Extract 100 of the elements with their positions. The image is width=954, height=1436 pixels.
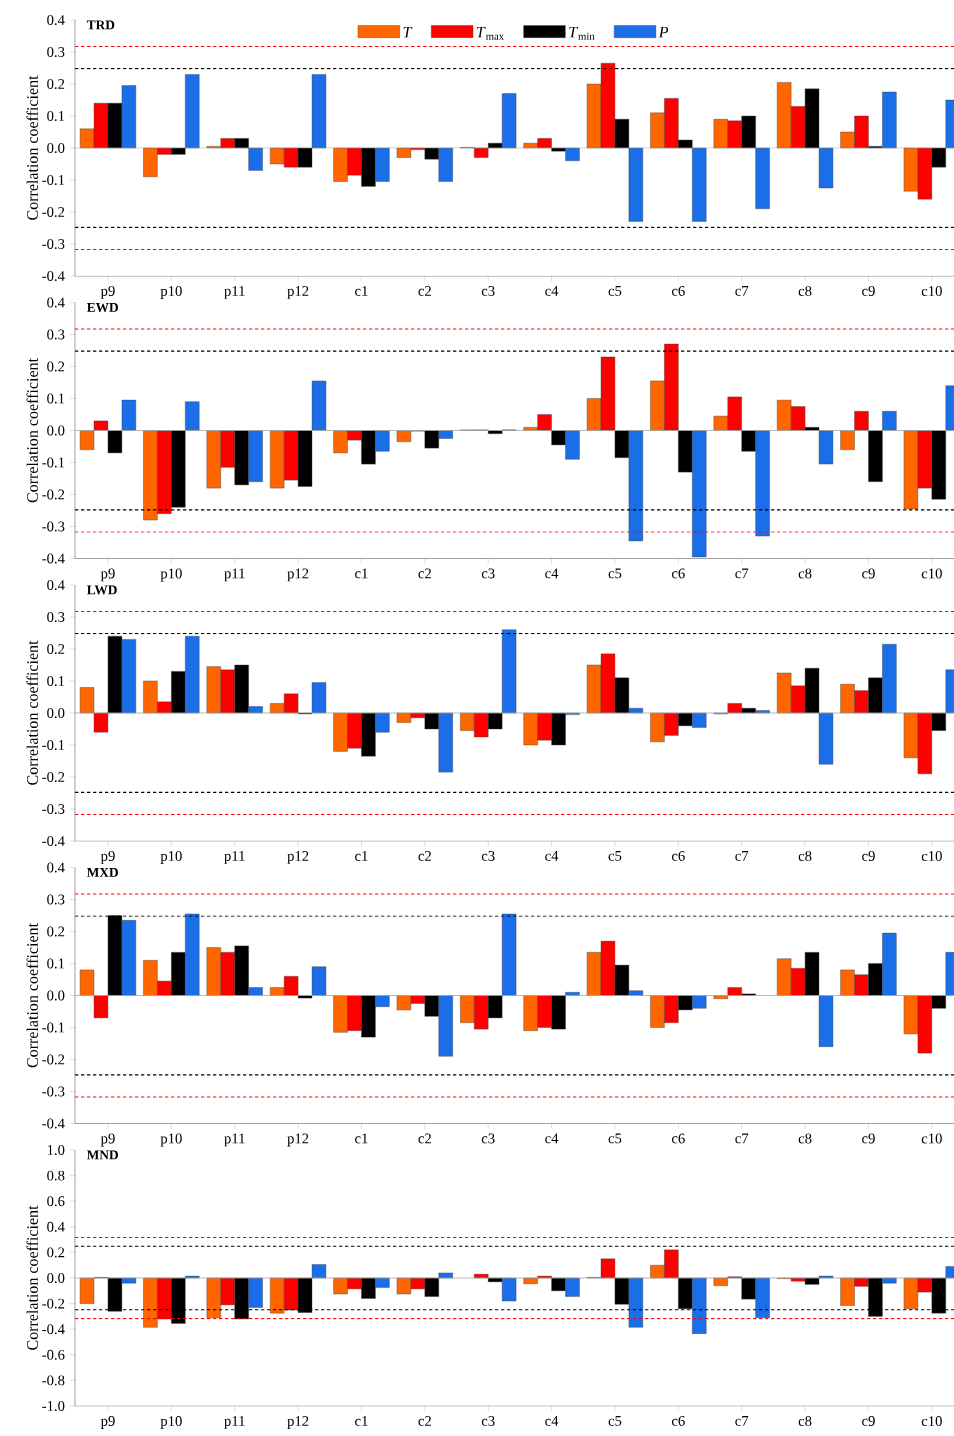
x-tick-label: c1 [354, 286, 368, 296]
x-tick-label: c1 [354, 1133, 368, 1144]
x-tick-label: c4 [545, 851, 559, 861]
x-tick-label: c1 [354, 851, 368, 861]
x-tick-label: c8 [798, 1133, 812, 1144]
legend-label: T$_{min}$ [569, 26, 595, 40]
y-tick-label: 0.2 [47, 926, 65, 937]
y-tick-label: 0.1 [47, 958, 64, 969]
y-tick-label: 0.0 [47, 990, 65, 1001]
x-tick-label: c3 [481, 1416, 495, 1426]
y-tick-label: 0.6 [47, 1196, 65, 1207]
x-tick-label: c5 [608, 1416, 622, 1426]
x-tick-label: p10 [160, 1133, 182, 1147]
y-tick-label: 0.3 [47, 894, 65, 905]
y-tick-label: 0.4 [47, 297, 65, 308]
x-tick-label: p9 [100, 568, 115, 582]
x-tick-label: c9 [861, 851, 875, 861]
y-tick-label: 0.4 [47, 580, 65, 590]
x-tick-label: p10 [160, 568, 182, 582]
y-tick-label: -0.1 [42, 1022, 64, 1033]
x-tick-label: p9 [100, 851, 115, 864]
x-tick-label: c5 [608, 286, 622, 296]
x-tick-label: c4 [545, 568, 559, 579]
y-tick-label: -0.2 [42, 489, 65, 500]
y-tick-label: -0.3 [42, 1086, 65, 1097]
x-tick-label: c10 [921, 1133, 942, 1144]
x-tick-label: c4 [545, 286, 559, 296]
y-tick-label: 0.2 [47, 644, 65, 654]
x-tick-label: c8 [798, 1416, 812, 1426]
x-tick-label: c9 [861, 1133, 875, 1144]
x-tick-label: c4 [545, 1416, 559, 1426]
x-tick-label: c2 [418, 851, 431, 861]
x-tick-label: p11 [224, 568, 245, 582]
x-tick-label: p11 [224, 851, 245, 864]
x-tick-label: c3 [481, 568, 495, 579]
y-tick-label: -0.4 [42, 553, 65, 564]
x-tick-label: c6 [671, 568, 685, 579]
y-tick-label: -0.4 [42, 1324, 65, 1335]
x-tick-label: c10 [921, 1416, 942, 1426]
y-tick-label: 0.4 [47, 862, 65, 873]
y-axis-title: Correlation coefficient [26, 358, 38, 503]
y-tick-label: 0.0 [47, 425, 65, 436]
y-axis-title: Correlation coefficient [26, 75, 38, 220]
y-tick-label: -0.1 [42, 457, 64, 468]
chart-title: MND [86, 1150, 118, 1160]
y-tick-label: 1.0 [47, 1145, 65, 1155]
x-tick-label: c6 [671, 286, 685, 296]
x-tick-label: c7 [735, 286, 749, 296]
x-tick-label: c9 [861, 1416, 875, 1426]
x-tick-label: c3 [481, 286, 495, 296]
x-tick-label: p11 [224, 1133, 245, 1147]
x-tick-label: c3 [481, 851, 495, 861]
y-tick-label: -0.2 [42, 772, 65, 782]
y-tick-label: 0.3 [47, 329, 65, 340]
x-tick-label: c2 [418, 568, 431, 579]
y-tick-label: 0.2 [47, 361, 65, 372]
y-tick-label: -0.3 [42, 804, 65, 814]
y-axis-title: Correlation coefficient [26, 923, 38, 1068]
x-tick-label: c7 [735, 1133, 749, 1144]
y-tick-label: 0.2 [47, 1247, 65, 1258]
y-tick-label: 0.2 [47, 79, 65, 89]
x-tick-label: p10 [160, 851, 182, 864]
x-tick-label: c5 [608, 568, 622, 579]
y-axis-title: Correlation coefficient [26, 1205, 38, 1350]
x-tick-label: c10 [921, 286, 942, 296]
x-tick-label: c7 [735, 851, 749, 861]
x-tick-label: c9 [861, 568, 875, 579]
y-tick-label: -0.2 [42, 1054, 65, 1065]
x-tick-label: p12 [287, 851, 309, 864]
x-tick-label: p11 [224, 1416, 245, 1429]
x-tick-label: c10 [921, 851, 942, 861]
x-tick-label: c6 [671, 1416, 685, 1426]
x-tick-label: c6 [671, 851, 685, 861]
x-tick-label: c4 [545, 1133, 559, 1144]
y-axis-title: Correlation coefficient [26, 640, 38, 785]
y-tick-label: 0.8 [47, 1170, 65, 1181]
x-tick-label: c7 [735, 568, 749, 579]
y-tick-label: -1.0 [42, 1401, 65, 1411]
x-tick-label: c8 [798, 286, 812, 296]
x-tick-label: c1 [354, 568, 368, 579]
y-tick-label: -0.4 [42, 271, 65, 281]
x-tick-label: p11 [224, 286, 245, 299]
y-tick-label: 0.1 [47, 111, 64, 121]
legend-label: T$_{max}$ [476, 26, 504, 40]
y-tick-label: 0.3 [47, 612, 65, 622]
y-tick-label: 0.0 [47, 708, 65, 718]
y-tick-label: -0.8 [42, 1375, 65, 1386]
chart-title: TRD [86, 20, 115, 30]
x-tick-label: c5 [608, 851, 622, 861]
chart-title: EWD [86, 303, 118, 312]
x-tick-label: c10 [921, 568, 942, 579]
y-tick-label: 0.3 [47, 47, 65, 57]
y-tick-label: -0.2 [42, 207, 65, 217]
y-tick-label: 0.1 [47, 676, 64, 686]
x-tick-label: p10 [160, 286, 182, 299]
x-tick-label: p9 [100, 286, 115, 299]
x-tick-label: c9 [861, 286, 875, 296]
legend-label: P [658, 26, 669, 38]
y-tick-label: -0.4 [42, 1118, 65, 1129]
chart-title: LWD [86, 585, 117, 595]
